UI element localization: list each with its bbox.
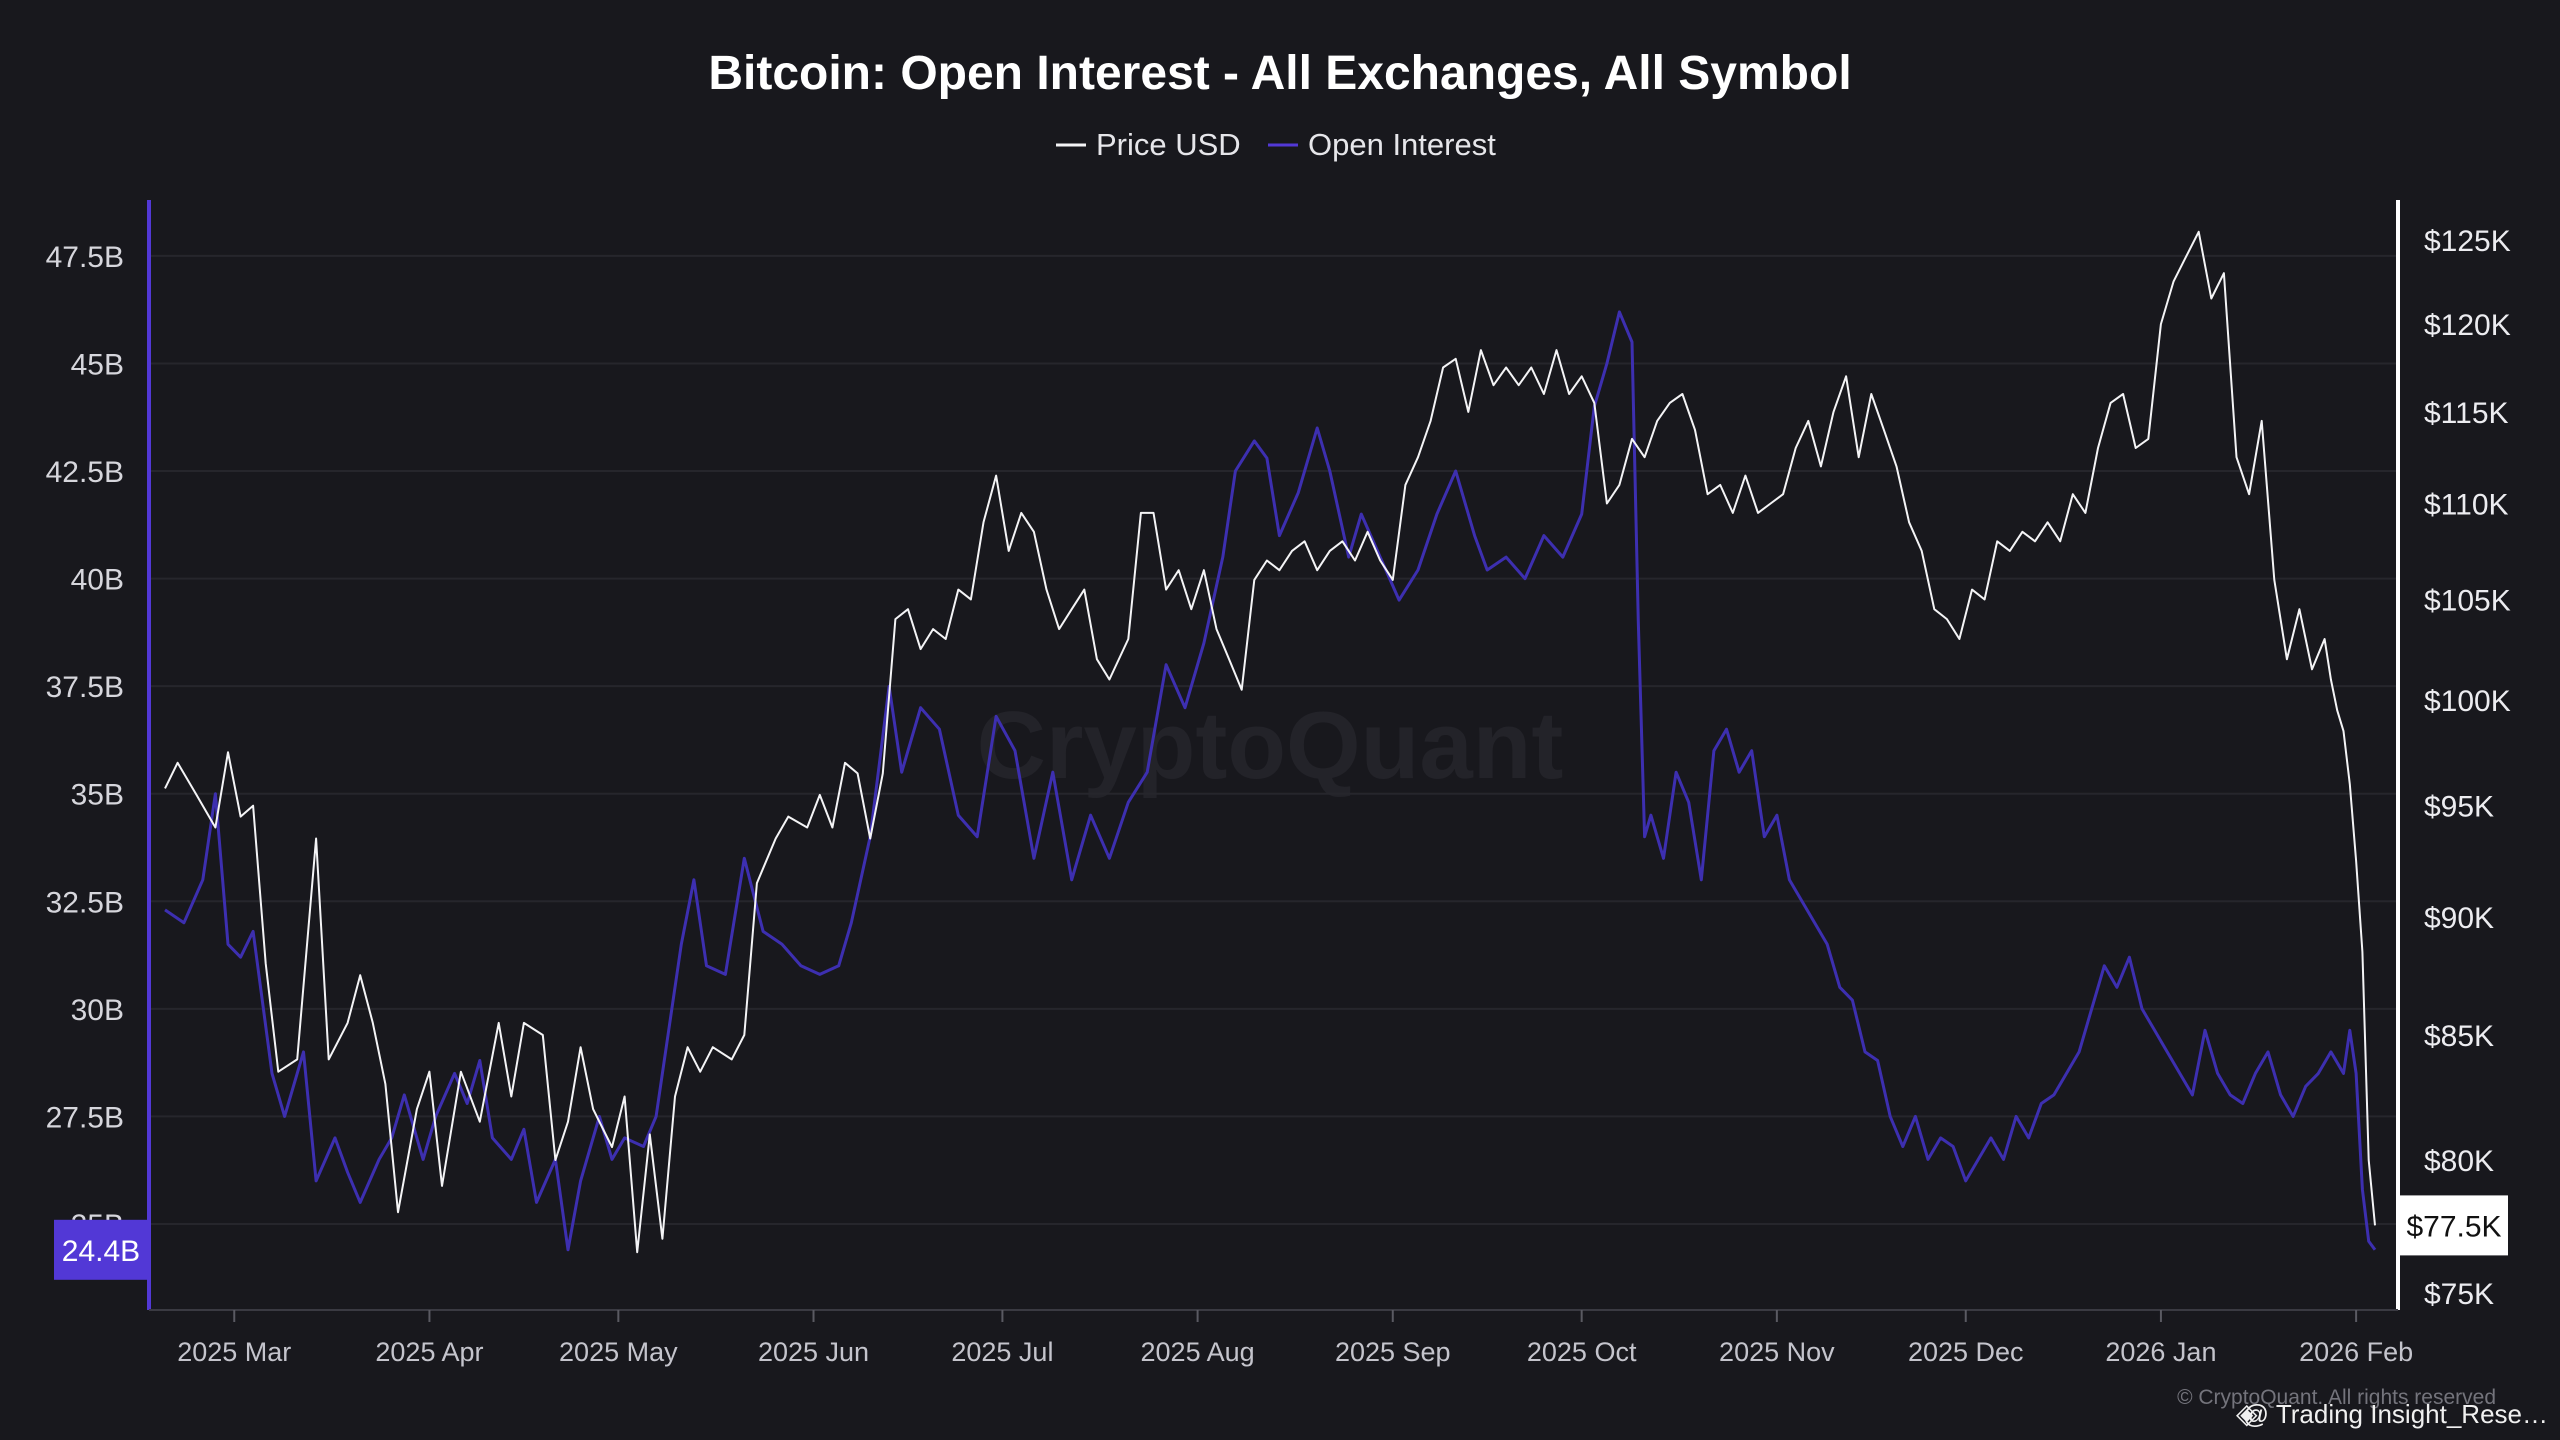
- right-tick-label: $120K: [2424, 309, 2511, 342]
- right-axis-ticks: $125K $120K $115K $110K $105K $100K $95K $90K $8…: [2424, 225, 2511, 1311]
- legend: Price USD Open Interest: [1056, 127, 1496, 162]
- attribution: ◈ @ Trading Insight_Rese…: [2236, 1398, 2548, 1429]
- chart-title: Bitcoin: Open Interest - All Exchanges, …: [708, 47, 1851, 100]
- right-tick-label: $110K: [2424, 489, 2509, 522]
- x-tick-label: 2025 Mar: [177, 1337, 291, 1367]
- right-tick-label: $85K: [2424, 1020, 2494, 1053]
- left-current-value-badge: 24.4B: [54, 1219, 148, 1280]
- right-current-value-box: [2400, 1195, 2508, 1256]
- right-current-value-label: $77.5K: [2406, 1210, 2501, 1243]
- x-tick-label: 2025 Aug: [1141, 1337, 1255, 1367]
- right-tick-label: $95K: [2424, 791, 2494, 824]
- x-axis-ticks: 2025 Mar 2025 Apr 2025 May 2025 Jun 2025 Jul…: [177, 1310, 2413, 1367]
- legend-label-open-interest: Open Interest: [1308, 127, 1496, 162]
- left-tick-label: 47.5B: [46, 241, 124, 274]
- left-tick-label: 32.5B: [46, 886, 124, 919]
- right-current-value-badge: $77.5K: [2400, 1195, 2508, 1256]
- watermark: CryptoQuant: [977, 692, 1564, 799]
- left-tick-label: 35B: [71, 779, 124, 812]
- legend-label-price: Price USD: [1096, 127, 1241, 162]
- right-tick-label: $100K: [2424, 685, 2511, 718]
- attribution-text: @ Trading Insight_Rese…: [2243, 1399, 2548, 1429]
- grid-lines: [149, 254, 2398, 1225]
- right-tick-label: $125K: [2424, 225, 2511, 258]
- right-tick-label: $75K: [2424, 1278, 2494, 1311]
- x-tick-label: 2025 May: [559, 1337, 678, 1367]
- left-tick-label: 42.5B: [46, 456, 124, 489]
- x-tick-label: 2025 Nov: [1719, 1337, 1835, 1367]
- attribution-icon: ◈: [2236, 1398, 2258, 1429]
- x-tick-label: 2026 Feb: [2299, 1337, 2413, 1367]
- x-tick-label: 2025 Jul: [951, 1337, 1053, 1367]
- right-tick-label: $105K: [2424, 584, 2511, 617]
- right-tick-label: $90K: [2424, 902, 2494, 935]
- x-tick-label: 2025 Jun: [758, 1337, 869, 1367]
- right-tick-label: $80K: [2424, 1145, 2494, 1178]
- left-tick-label: 45B: [71, 348, 124, 381]
- right-tick-label: $115K: [2424, 397, 2509, 430]
- left-current-value-box: [54, 1219, 148, 1280]
- x-tick-label: 2025 Apr: [375, 1337, 483, 1367]
- price-usd-series-line: [164, 230, 2376, 1254]
- left-tick-label: 30B: [71, 994, 124, 1027]
- x-tick-label: 2025 Oct: [1527, 1337, 1637, 1367]
- x-tick-label: 2025 Dec: [1908, 1337, 2024, 1367]
- left-tick-label: 37.5B: [46, 671, 124, 704]
- x-tick-label: 2025 Sep: [1335, 1337, 1451, 1367]
- copyright-text: © CryptoQuant. All rights reserved: [2177, 1386, 2496, 1409]
- left-tick-label: 40B: [71, 564, 124, 597]
- left-current-value-label: 24.4B: [62, 1235, 140, 1268]
- x-tick-label: 2026 Jan: [2105, 1337, 2216, 1367]
- open-interest-series-line: [164, 310, 2377, 1252]
- left-tick-label: 27.5B: [46, 1101, 124, 1134]
